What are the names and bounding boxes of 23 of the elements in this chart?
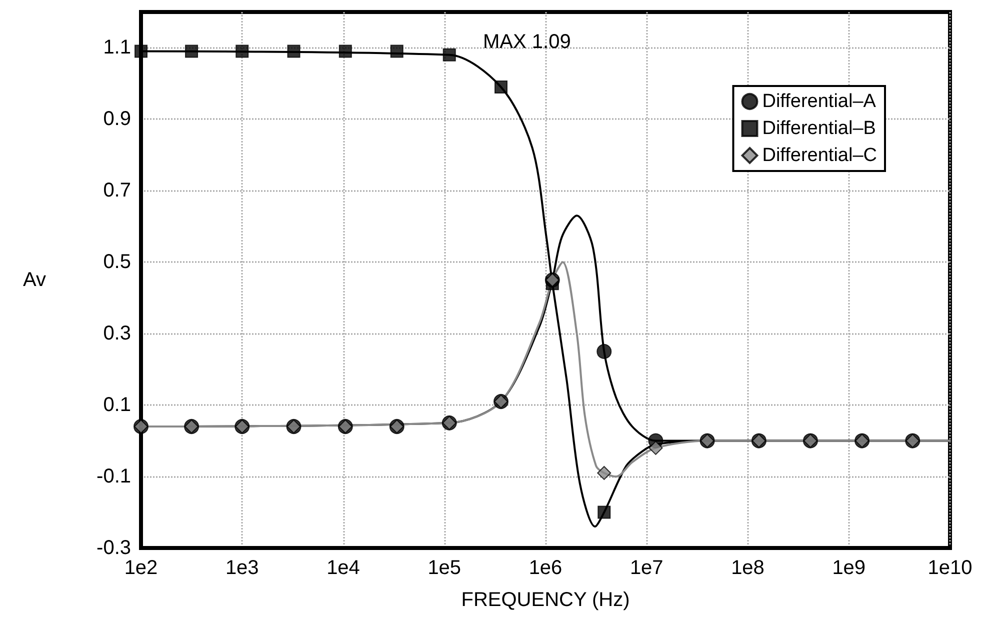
annotation: MAX 1.09 [483, 31, 571, 53]
x-tick-label: 1e5 [428, 557, 462, 579]
y-tick-label: 0.5 [103, 251, 131, 274]
y-tick-label: 0.7 [103, 180, 131, 202]
x-tick-label: 1e8 [731, 557, 764, 579]
legend-label: Differential–C [762, 145, 878, 166]
legend-label: Differential–A [762, 91, 876, 112]
x-tick-label: 1e7 [630, 557, 664, 579]
y-tick-label: -0.3 [96, 537, 131, 559]
x-tick-label: 1e9 [832, 557, 866, 579]
y-tick-label: 0.9 [103, 108, 131, 130]
x-tick-label: 1e3 [225, 557, 259, 579]
legend-label: Differential–B [762, 118, 876, 139]
x-tick-label: 1e6 [528, 557, 562, 579]
x-tick-label: 1e2 [124, 557, 158, 579]
y-tick-label: 1.1 [103, 36, 131, 59]
x-tick-label: 1e10 [928, 557, 972, 579]
y-tick-label: 0.1 [103, 394, 131, 416]
y-axis-title: Av [23, 269, 46, 291]
y-tick-label: -0.1 [96, 466, 131, 488]
x-axis-title: FREQUENCY (Hz) [461, 589, 630, 611]
x-tick-label: 1e4 [326, 557, 360, 579]
y-tick-label: 0.3 [103, 322, 131, 345]
